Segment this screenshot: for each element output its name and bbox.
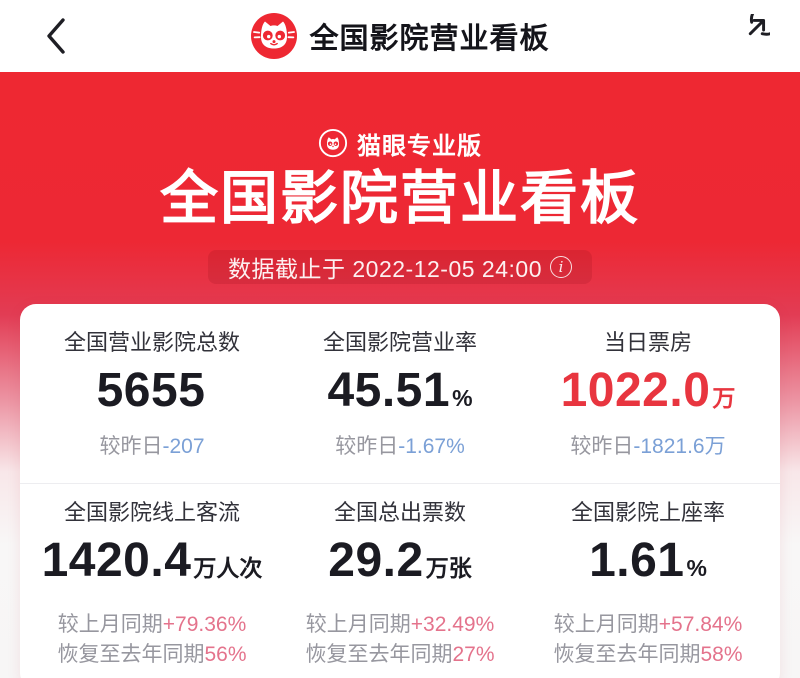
stat-total-open-cinemas: 全国营业影院总数 5655 较昨日-207: [28, 330, 276, 459]
stat-yoy-recovery: 恢复至去年同期27%: [305, 643, 495, 666]
maoyan-pro-logo-icon: [318, 128, 348, 158]
stat-value: 5655: [96, 364, 206, 417]
stat-value: 1420.4万人次: [41, 534, 263, 587]
stat-online-attendance: 全国影院线上客流 1420.4万人次 较上月同期+79.36% 恢复至去年同期5…: [28, 500, 276, 667]
brand-row: 猫眼专业版: [318, 128, 482, 160]
stat-label: 全国总出票数: [333, 500, 466, 525]
stat-open-rate: 全国影院营业率 45.51% 较昨日-1.67%: [276, 330, 524, 459]
stat-value: 1.61%: [589, 534, 707, 587]
chevron-left-icon: [47, 18, 65, 54]
stat-seat-occupancy: 全国影院上座率 1.61% 较上月同期+57.84% 恢复至去年同期58%: [524, 500, 772, 667]
nav-title-group: 全国影院营业看板: [250, 12, 549, 60]
share-icon: [748, 14, 770, 36]
share-button[interactable]: [722, 12, 774, 60]
stat-mom-delta: 较上月同期+32.49%: [305, 613, 495, 636]
brand-name: 猫眼专业版: [357, 132, 482, 160]
stat-label: 当日票房: [603, 330, 692, 355]
stat-label: 全国影院营业率: [322, 330, 477, 355]
stat-daily-box-office: 当日票房 1022.0万 较昨日-1821.6万: [524, 330, 772, 459]
stat-value: 29.2万张: [328, 534, 472, 587]
stat-mom-delta: 较上月同期+79.36%: [57, 613, 247, 636]
stat-mom-delta: 较上月同期+57.84%: [553, 613, 743, 636]
stats-row-1: 全国营业影院总数 5655 较昨日-207 全国影院营业率 45.51% 较昨日…: [20, 304, 780, 483]
stat-delta: 较昨日-207: [99, 435, 205, 458]
stat-delta: 较昨日-1.67%: [335, 435, 465, 458]
page-title: 全国影院营业看板: [309, 23, 550, 55]
stat-value: 1022.0万: [560, 364, 736, 417]
stat-value: 45.51%: [327, 364, 473, 417]
stat-total-tickets: 全国总出票数 29.2万张 较上月同期+32.49% 恢复至去年同期27%: [276, 500, 524, 667]
data-cutoff-badge: 数据截止于 2022-12-05 24:00 i: [208, 250, 592, 284]
stat-yoy-recovery: 恢复至去年同期58%: [553, 643, 743, 666]
stat-yoy-recovery: 恢复至去年同期56%: [57, 643, 247, 666]
stat-label: 全国影院线上客流: [63, 500, 240, 525]
top-nav-bar: 全国影院营业看板: [0, 0, 800, 72]
back-button[interactable]: [34, 14, 78, 58]
dashboard-banner: 猫眼专业版 全国影院营业看板 数据截止于 2022-12-05 24:00 i …: [0, 72, 800, 678]
stats-card: 全国营业影院总数 5655 较昨日-207 全国影院营业率 45.51% 较昨日…: [20, 304, 780, 678]
stat-label: 全国影院上座率: [570, 500, 725, 525]
info-icon[interactable]: i: [550, 256, 572, 278]
maoyan-cat-logo-icon: [251, 13, 298, 59]
banner-title: 全国影院营业看板: [159, 166, 640, 231]
stats-row-2: 全国影院线上客流 1420.4万人次 较上月同期+79.36% 恢复至去年同期5…: [20, 483, 780, 678]
stat-delta: 较昨日-1821.6万: [570, 435, 726, 458]
stat-label: 全国营业影院总数: [63, 330, 240, 355]
data-cutoff-text: 数据截止于 2022-12-05 24:00: [228, 256, 542, 282]
